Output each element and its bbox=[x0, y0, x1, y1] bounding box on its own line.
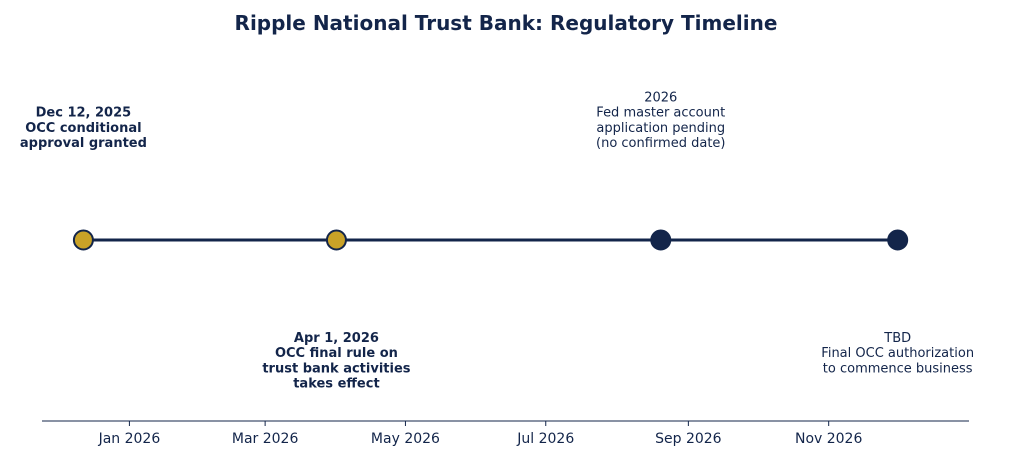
event-label-line: TBD bbox=[883, 331, 911, 346]
event-label-line: OCC conditional bbox=[25, 121, 141, 136]
x-tick-label: Sep 2026 bbox=[655, 431, 722, 447]
x-tick-label: Jan 2026 bbox=[98, 431, 161, 447]
x-tick-label: Jul 2026 bbox=[516, 431, 574, 447]
event-label-line: OCC final rule on bbox=[275, 346, 398, 361]
x-tick-label: Mar 2026 bbox=[232, 431, 299, 447]
chart-title: Ripple National Trust Bank: Regulatory T… bbox=[235, 11, 778, 35]
event-label-line: Fed master account bbox=[596, 106, 725, 121]
event-marker bbox=[72, 229, 94, 251]
event-label-line: Final OCC authorization bbox=[821, 346, 974, 361]
event-label-line: trust bank activities bbox=[262, 361, 410, 376]
event-marker bbox=[887, 229, 909, 251]
event-label-line: to commence business bbox=[823, 361, 973, 376]
event-label-line: (no confirmed date) bbox=[596, 136, 725, 151]
event-marker bbox=[650, 229, 672, 251]
event-label-line: approval granted bbox=[20, 136, 147, 151]
event-label-line: Dec 12, 2025 bbox=[36, 106, 132, 121]
event-label-line: Apr 1, 2026 bbox=[294, 331, 379, 346]
event-marker bbox=[325, 229, 347, 251]
event-label-line: application pending bbox=[596, 121, 725, 136]
x-tick-label: May 2026 bbox=[371, 431, 440, 447]
x-tick-label: Nov 2026 bbox=[795, 431, 862, 447]
event-label-line: 2026 bbox=[644, 90, 677, 105]
event-label-line: takes effect bbox=[293, 377, 379, 392]
x-axis: Jan 2026 Mar 2026 May 2026 Jul 2026 Sep 2026… bbox=[42, 420, 969, 447]
